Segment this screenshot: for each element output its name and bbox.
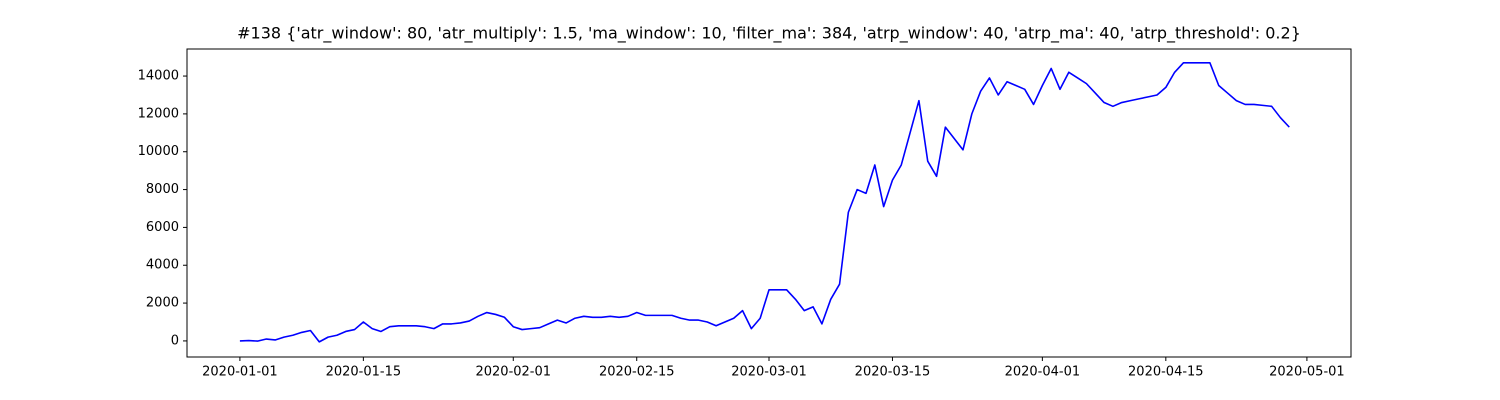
x-tick-label: 2020-03-15 — [855, 365, 931, 380]
x-tick-label: 2020-01-15 — [326, 365, 402, 380]
x-tick-label: 2020-05-01 — [1269, 365, 1345, 380]
x-tick-label: 2020-02-15 — [599, 365, 675, 380]
x-tick-label: 2020-04-15 — [1128, 365, 1204, 380]
y-tick-label: 6000 — [146, 220, 179, 235]
y-tick-label: 14000 — [138, 69, 179, 84]
x-tick-label: 2020-03-01 — [731, 365, 807, 380]
x-tick-label: 2020-04-01 — [1005, 365, 1081, 380]
y-tick-label: 8000 — [146, 182, 179, 197]
x-tick-label: 2020-01-01 — [202, 365, 278, 380]
data-line — [239, 62, 1290, 343]
y-tick-label: 10000 — [138, 144, 179, 159]
y-tick-label: 12000 — [138, 106, 179, 121]
x-tick-label: 2020-02-01 — [475, 365, 551, 380]
chart-title: #138 {'atr_window': 80, 'atr_multiply': … — [237, 24, 1301, 44]
y-tick-label: 0 — [171, 333, 179, 348]
y-tick-label: 4000 — [146, 258, 179, 273]
y-tick-label: 2000 — [146, 296, 179, 311]
